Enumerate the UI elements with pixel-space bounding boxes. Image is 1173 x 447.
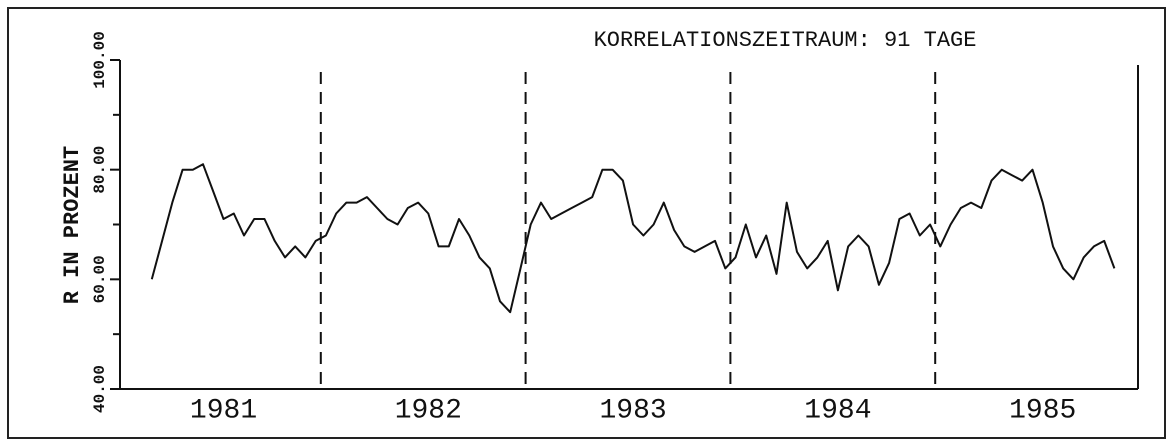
y-tick-label: 60.00 bbox=[91, 255, 109, 303]
frame bbox=[7, 7, 1166, 439]
y-tick-label: 40.00 bbox=[91, 365, 109, 413]
y-tick-label: 100.00 bbox=[91, 31, 109, 89]
chart-title: KORRELATIONSZEITRAUM: 91 TAGE bbox=[594, 28, 977, 53]
x-tick-label: 1983 bbox=[600, 395, 667, 426]
line-series bbox=[150, 163, 1116, 314]
x-tick-label: 1981 bbox=[190, 395, 257, 426]
x-tick-label: 1982 bbox=[395, 395, 462, 426]
y-tick-label: 80.00 bbox=[91, 146, 109, 194]
y-axis-label: R IN PROZENT bbox=[60, 146, 85, 304]
x-tick-label: 1984 bbox=[804, 395, 871, 426]
x-tick-label: 1985 bbox=[1009, 395, 1076, 426]
